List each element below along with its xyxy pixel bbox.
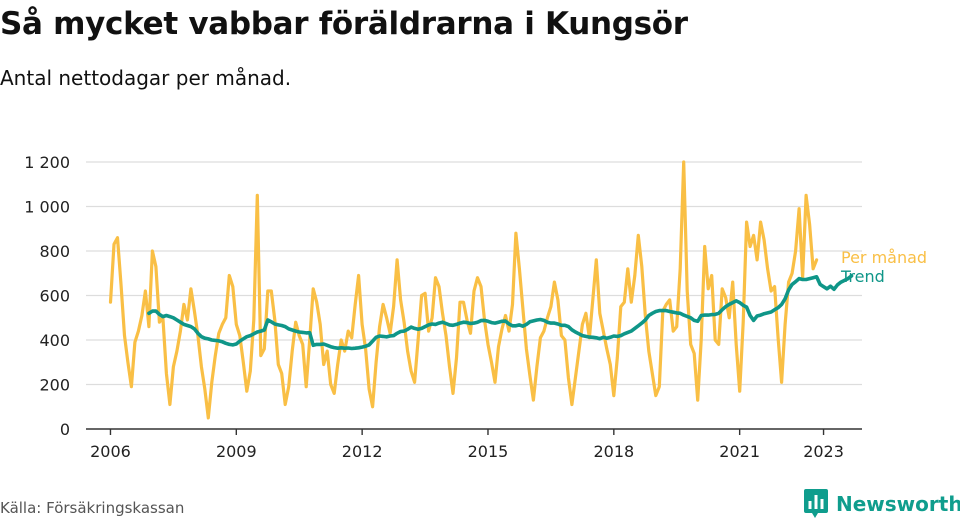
series-end-label: Trend: [840, 267, 885, 286]
y-tick-label: 600: [39, 287, 70, 306]
brand-name: Newsworthy: [836, 492, 960, 516]
y-tick-label: 1 200: [24, 153, 70, 172]
y-tick-label: 1 000: [24, 198, 70, 217]
series-end-label: Per månad: [841, 248, 927, 267]
y-tick-label: 0: [60, 420, 70, 439]
series-line-per-month: [108, 160, 819, 420]
x-tick-label: 2015: [468, 442, 509, 461]
x-tick-label: 2023: [803, 442, 844, 461]
series-line-trend: [147, 274, 854, 351]
y-tick-label: 800: [39, 242, 70, 261]
newsworthy-brand[interactable]: Newsworthy: [804, 488, 960, 520]
source-note: Källa: Försäkringskassan: [0, 499, 185, 517]
x-tick-label: 2006: [90, 442, 131, 461]
x-tick-label: 2021: [719, 442, 760, 461]
x-tick-label: 2012: [342, 442, 383, 461]
bar-chart-speech-bubble-icon: [804, 489, 828, 518]
y-tick-label: 200: [39, 376, 70, 395]
chart-subtitle: Antal nettodagar per månad.: [0, 66, 292, 90]
x-tick-label: 2018: [593, 442, 634, 461]
x-tick-label: 2009: [216, 442, 257, 461]
y-tick-label: 400: [39, 331, 70, 350]
chart-title: Så mycket vabbar föräldrarna i Kungsör: [0, 6, 688, 42]
